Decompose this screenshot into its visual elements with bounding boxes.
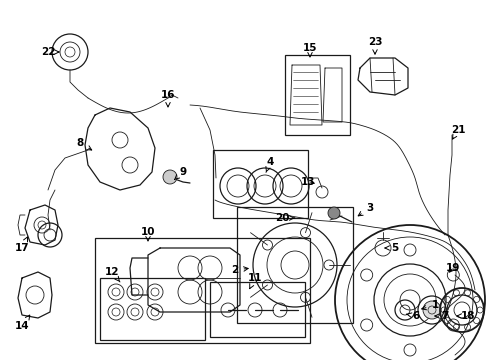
Text: 9: 9	[174, 167, 186, 180]
Text: 3: 3	[358, 203, 373, 216]
Bar	[95, 238, 309, 343]
Circle shape	[422, 301, 440, 319]
Text: 19: 19	[445, 263, 459, 273]
Text: 21: 21	[450, 125, 464, 139]
Bar	[237, 207, 352, 323]
Text: 20: 20	[274, 213, 294, 223]
Text: 6: 6	[406, 311, 419, 321]
Text: 16: 16	[161, 90, 175, 107]
Text: 14: 14	[15, 315, 30, 331]
Text: 1: 1	[421, 300, 438, 310]
Bar	[285, 55, 349, 135]
Text: 11: 11	[247, 273, 262, 289]
Text: 13: 13	[300, 177, 315, 187]
Circle shape	[327, 207, 339, 219]
Text: 22: 22	[41, 47, 59, 57]
Circle shape	[163, 170, 177, 184]
Text: 17: 17	[15, 237, 29, 253]
Text: 15: 15	[302, 43, 317, 57]
Text: 5: 5	[384, 243, 398, 253]
Text: 2: 2	[231, 265, 247, 275]
Text: 10: 10	[141, 227, 155, 241]
Text: 8: 8	[76, 138, 91, 150]
Bar	[213, 150, 307, 218]
Text: 18: 18	[456, 311, 474, 321]
Text: 12: 12	[104, 267, 120, 282]
Text: 4: 4	[265, 157, 273, 172]
Text: 23: 23	[367, 37, 382, 54]
Bar	[209, 282, 305, 337]
Text: 7: 7	[434, 311, 448, 321]
Bar	[100, 278, 204, 340]
